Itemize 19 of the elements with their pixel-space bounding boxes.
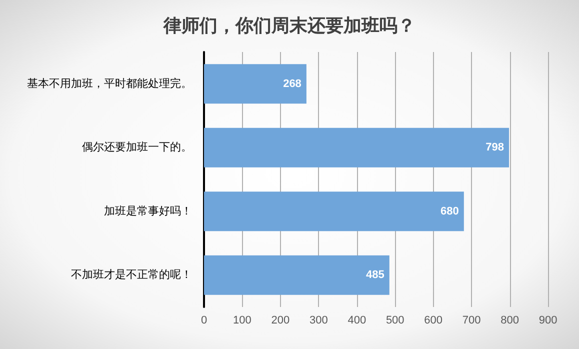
x-tick-label: 600: [424, 314, 443, 326]
x-tick-label: 900: [538, 314, 558, 326]
y-tick-label: 偶尔还要加班一下的。: [82, 140, 192, 154]
data-label: 680: [440, 205, 459, 218]
chart-title: 律师们，你们周末还要加班吗？: [162, 16, 416, 36]
x-tick-label: 300: [309, 314, 328, 326]
x-tick-label: 800: [500, 314, 519, 326]
data-label: 798: [486, 142, 504, 154]
x-tick-label: 200: [271, 314, 290, 326]
x-tick-label: 700: [462, 314, 481, 326]
data-label: 485: [366, 269, 384, 282]
y-tick-label: 不加班才是不正常的呢！: [71, 268, 192, 282]
x-tick-label: 500: [386, 314, 404, 326]
x-tick-label: 400: [348, 314, 366, 326]
y-tick-label: 基本不用加班，平时都能处理完。: [27, 76, 192, 90]
y-tick-label: 加班是常事好吗！: [104, 204, 192, 218]
data-label: 268: [283, 78, 302, 90]
x-tick-label: 100: [233, 314, 252, 326]
x-tick-label: 0: [200, 314, 208, 326]
